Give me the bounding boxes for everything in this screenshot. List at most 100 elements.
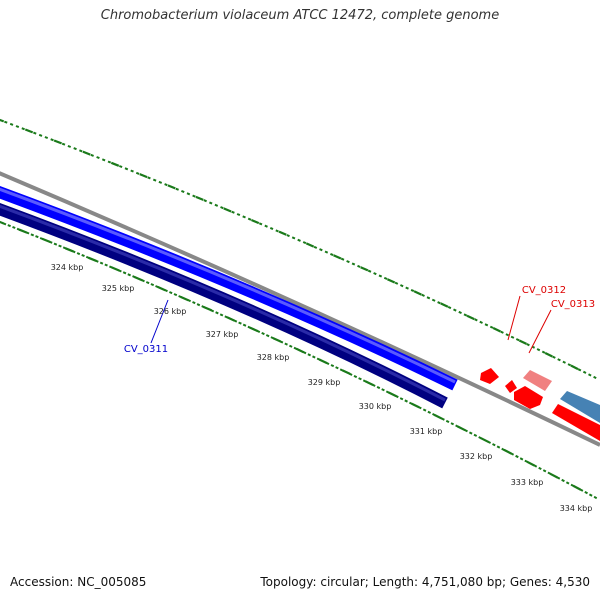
outer-ring-minor-tick (357, 264, 361, 268)
inner-ring-major-tick (134, 276, 143, 282)
outer-ring-major-tick (82, 150, 91, 156)
inner-ring-minor-tick (242, 323, 247, 327)
outer-ring-minor-tick (383, 276, 388, 280)
inner-ring-major-tick (180, 295, 189, 302)
inner-ring-minor-tick (473, 433, 478, 437)
outer-ring-minor-tick (421, 293, 425, 297)
inner-ring-minor-tick (187, 299, 192, 303)
outer-ring-minor-tick (164, 183, 168, 187)
outer-ring-minor-tick (582, 370, 587, 374)
cds-feature-red-2[interactable] (505, 380, 517, 393)
inner-ring-minor-tick (422, 408, 427, 412)
inner-ring-major-tick (203, 306, 212, 312)
inner-ring-minor-tick (265, 334, 270, 338)
cds-feature-red-1[interactable] (480, 368, 499, 384)
inner-ring-minor-tick (588, 493, 593, 497)
outer-ring-minor-tick (593, 375, 597, 379)
outer-ring-major-tick (0, 118, 5, 123)
scale-label: 332 kbp (460, 452, 493, 461)
inner-ring-minor-tick (288, 344, 293, 348)
outer-ring-minor-tick (479, 320, 483, 324)
inner-ring-major-tick (365, 380, 374, 386)
inner-ring-minor-tick (219, 313, 224, 317)
inner-ring-minor-tick (432, 413, 436, 417)
inner-ring-minor-tick (155, 285, 159, 289)
outer-ring-minor-tick (557, 358, 561, 362)
gene-label-cv0313[interactable]: CV_0313 (551, 299, 595, 310)
inner-ring-major-tick (88, 256, 97, 262)
inner-ring-minor-tick (247, 325, 252, 329)
inner-ring-minor-tick (210, 309, 215, 313)
inner-ring-minor-tick (478, 436, 482, 440)
inner-ring-minor-tick (330, 364, 335, 368)
outer-ring-minor-tick (458, 310, 462, 315)
inner-ring-minor-tick (362, 379, 367, 383)
outer-ring-minor-tick (96, 156, 100, 160)
gene-label-cv0311[interactable]: CV_0311 (124, 344, 168, 355)
outer-ring-minor-tick (4, 120, 8, 124)
inner-ring-minor-tick (510, 452, 515, 456)
outer-ring-minor-tick (9, 122, 14, 126)
scale-labels: 324 kbp 325 kbp 326 kbp 327 kbp 328 kbp … (51, 263, 593, 513)
inner-ring-minor-tick (7, 224, 11, 228)
inner-ring-major-tick (295, 347, 305, 354)
inner-ring-minor-tick (279, 340, 284, 344)
inner-ring-minor-tick (538, 466, 542, 470)
outer-ring-minor-tick (399, 284, 404, 288)
outer-ring-minor-tick (258, 222, 263, 226)
outer-ring-minor-tick (505, 333, 510, 337)
outer-ring-minor-tick (107, 160, 112, 164)
outer-ring-minor-tick (286, 234, 290, 238)
gene-label-cv0312[interactable]: CV_0312 (522, 285, 566, 296)
outer-ring-minor-tick (552, 355, 556, 359)
outer-ring-minor-tick (373, 272, 377, 276)
outer-ring-minor-tick (181, 189, 185, 194)
outer-ring-minor-tick (567, 363, 572, 367)
reverse-cds-bar[interactable] (0, 202, 448, 409)
outer-ring-major-tick (570, 364, 579, 371)
inner-ring-minor-tick (501, 447, 505, 451)
inner-ring-minor-tick (312, 355, 316, 359)
inner-ring-minor-tick (565, 481, 570, 485)
outer-ring-minor-tick (562, 360, 566, 364)
inner-ring-major-tick (65, 247, 74, 253)
outer-ring-minor-tick (313, 245, 318, 249)
inner-ring-major-tick (226, 316, 235, 322)
scale-label: 326 kbp (154, 307, 187, 316)
inner-ring-minor-tick (524, 459, 528, 463)
outer-ring-minor-tick (101, 158, 106, 162)
inner-ring-minor-tick (408, 401, 413, 405)
inner-ring-major-tick (572, 484, 582, 491)
cds-feature-pink[interactable] (523, 370, 552, 391)
outer-ring-minor-tick (44, 136, 49, 140)
outer-ring-major-tick (518, 339, 527, 345)
outer-ring-minor-tick (247, 217, 252, 221)
inner-ring-minor-tick (455, 424, 459, 428)
inner-ring-minor-tick (2, 222, 7, 226)
cds-feature-red-large[interactable] (552, 404, 600, 441)
outer-ring-minor-tick (79, 149, 83, 153)
forward-cds-bar[interactable] (0, 185, 458, 391)
inner-ring-minor-tick (427, 410, 432, 414)
inner-ring-major-tick (157, 285, 166, 292)
cds-feature-steel[interactable] (560, 391, 600, 423)
inner-ring-minor-tick (284, 342, 288, 346)
outer-ring-major-tick (413, 290, 422, 296)
inner-ring-minor-tick (238, 321, 242, 325)
inner-ring-minor-tick (76, 252, 81, 256)
inner-ring-minor-tick (381, 388, 385, 392)
outer-ring-major-tick (24, 128, 34, 134)
inner-ring-minor-tick (215, 311, 219, 315)
inner-ring-minor-tick (192, 301, 196, 305)
scale-label: 325 kbp (102, 284, 135, 293)
inner-ring-major-tick (0, 220, 5, 225)
outer-ring-minor-tick (484, 323, 489, 327)
inner-ring-minor-tick (25, 231, 30, 235)
inner-ring-minor-tick (145, 281, 150, 285)
outer-ring-minor-tick (410, 288, 415, 293)
outer-ring-minor-tick (351, 262, 356, 266)
cds-feature-red-3[interactable] (514, 386, 543, 409)
inner-ring-minor-tick (335, 366, 339, 370)
scale-label: 329 kbp (308, 378, 341, 387)
outer-ring-minor-tick (192, 194, 196, 198)
